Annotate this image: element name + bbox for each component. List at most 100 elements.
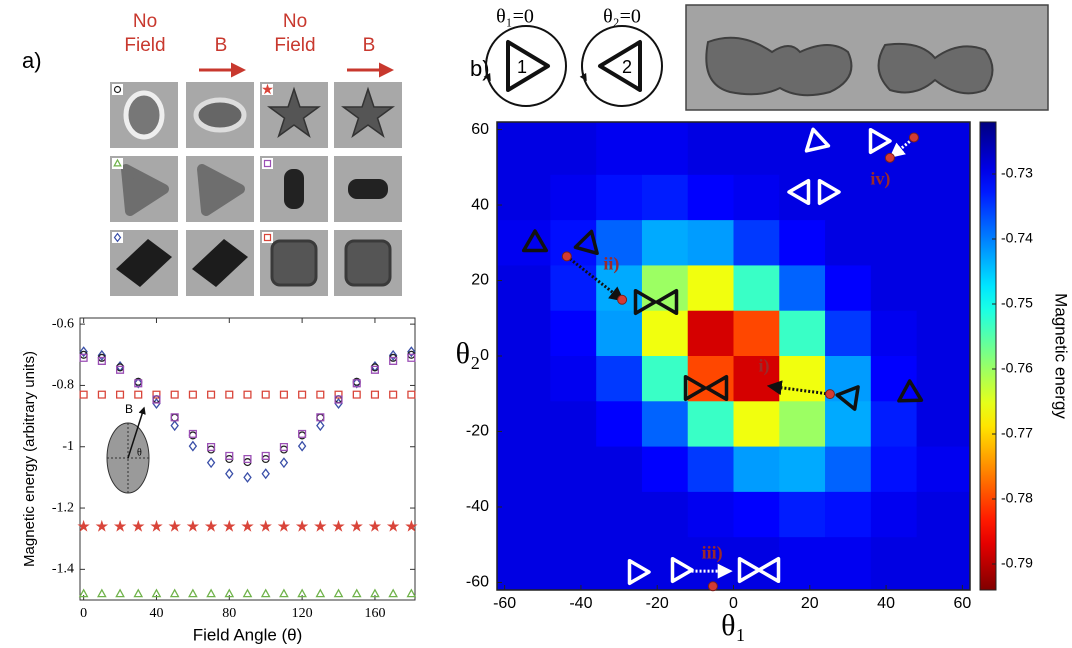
particle-outline: [705, 374, 729, 402]
data-point: [243, 471, 252, 483]
heatmap-cell: [497, 446, 551, 493]
heatmap-cell: [550, 220, 597, 266]
heatmap-cell: [641, 220, 689, 266]
colorbar-tick-label: -0.74: [1001, 230, 1033, 246]
data-point: [170, 413, 179, 422]
heatmap-cell: [825, 220, 872, 266]
colorbar-tick-label: -0.78: [1001, 490, 1033, 506]
heatmap-cell: [825, 537, 872, 591]
heatmap-cell: [825, 310, 872, 357]
heatmap-cell: [916, 265, 971, 312]
particle: [192, 239, 248, 287]
annotation-dot: [707, 581, 718, 592]
heatmap-cell: [550, 491, 597, 538]
data-point: [97, 356, 106, 365]
heatmap-cell: [497, 356, 551, 402]
heatmap-cell: [870, 174, 918, 221]
micrograph-shape: [192, 239, 248, 287]
y-tick-label: 0: [480, 347, 489, 364]
data-point: [297, 440, 307, 452]
colorbar: [979, 121, 997, 591]
heatmap-cell: [870, 491, 918, 538]
data-point: [224, 588, 235, 598]
data-point: [352, 390, 361, 399]
data-point: [113, 519, 127, 532]
particle: [284, 169, 304, 209]
data-point: [315, 588, 326, 598]
data-point: [79, 353, 88, 362]
heatmap-cell: [733, 491, 780, 538]
micrograph-shape: [284, 169, 304, 209]
data-point: [97, 349, 107, 361]
schematic-label: θ₁=0: [496, 6, 534, 28]
data-point: [316, 390, 325, 399]
schematic-number: 1: [517, 57, 527, 77]
heatmap-cell: [641, 310, 689, 357]
particle-outline: [633, 288, 657, 316]
heatmap-cell: [687, 401, 734, 448]
data-point: [370, 390, 379, 399]
data-point: [116, 390, 125, 399]
heatmap-cell: [497, 265, 551, 312]
particle-outline: [897, 379, 924, 403]
particle: [348, 179, 388, 199]
heatmap-cell: [550, 537, 597, 591]
heatmap-cell: [779, 446, 826, 493]
heatmap-cell: [641, 122, 689, 176]
colorbar-tick-label: -0.76: [1001, 360, 1033, 376]
panel-label: a): [22, 48, 42, 73]
schematic: [483, 25, 663, 107]
data-point: [152, 395, 161, 404]
data-point: [350, 519, 363, 532]
heatmap-cell: [779, 356, 826, 402]
micrograph-shape: [116, 239, 172, 287]
x-tick-label: 0: [729, 595, 738, 612]
particle: [193, 97, 247, 133]
heatmap-cell: [596, 310, 643, 357]
data-point: [97, 588, 107, 598]
heatmap-cell: [550, 356, 597, 402]
data-point: [150, 519, 163, 532]
data-point: [243, 454, 252, 464]
y-tick-label: 60: [471, 121, 489, 138]
heatmap-cell: [825, 122, 872, 176]
data-point: [223, 519, 236, 532]
x-tick-label: 40: [877, 595, 895, 612]
data-point: [188, 390, 197, 399]
particle: [197, 164, 245, 216]
data-point: [298, 390, 307, 399]
x-tick-label: -60: [493, 595, 516, 612]
icon: [263, 233, 272, 242]
heatmap-cell: [550, 310, 597, 357]
data-point: [388, 588, 398, 598]
data-point: [368, 519, 382, 532]
x-tick-label: 160: [364, 606, 385, 621]
heatmap-cell: [916, 174, 971, 221]
data-point: [206, 588, 216, 598]
data-point: [186, 519, 200, 532]
heatmap-cell: [497, 122, 551, 176]
heatmap-cell: [916, 537, 971, 591]
y-tick-label: -40: [466, 498, 489, 515]
annotation-label: i): [759, 355, 770, 376]
data-point: [279, 588, 289, 598]
x-tick-label: -40: [569, 595, 592, 612]
heatmap-cell: [550, 174, 597, 221]
heatmap-cell: [641, 491, 689, 538]
y-tick-label: -1.4: [52, 562, 74, 577]
data-point: [352, 377, 361, 389]
heatmap-cell: [687, 122, 734, 176]
annotation-dot: [884, 152, 895, 163]
data-point: [405, 519, 418, 532]
data-point: [204, 519, 218, 532]
data-point: [386, 519, 400, 532]
data-point: [259, 519, 272, 532]
data-point: [151, 588, 162, 598]
annotation-arrow: [889, 137, 914, 158]
y-tick-label: -20: [466, 423, 489, 440]
data-point: [243, 390, 252, 399]
icon-box: [262, 232, 273, 243]
heatmap-cell: [687, 446, 734, 493]
data-point: [132, 519, 145, 532]
heatmap-cell: [779, 310, 826, 357]
